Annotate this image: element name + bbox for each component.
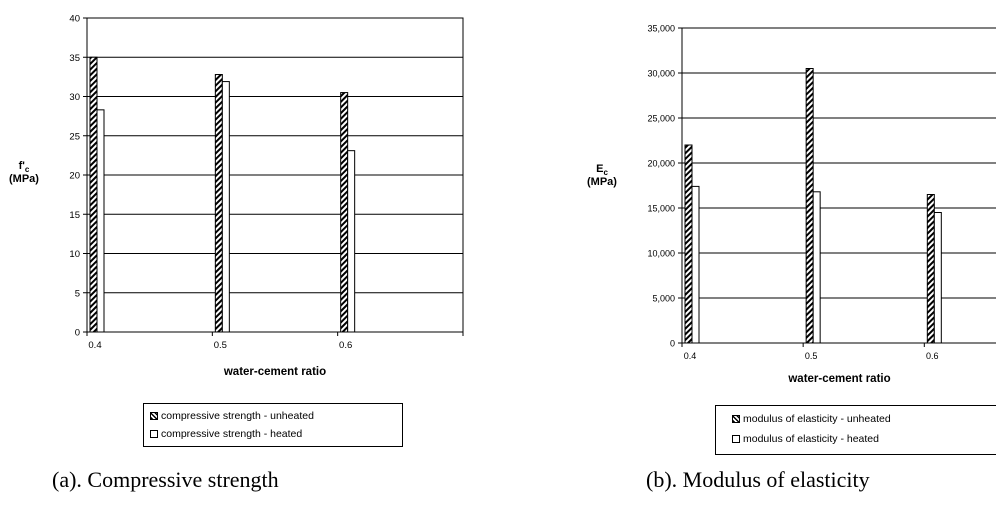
chart-a-legend-item-unheated: compressive strength - unheated <box>150 409 314 423</box>
y-tick-label: 10,000 <box>647 249 675 259</box>
chart-a-legend-item-heated: compressive strength - heated <box>150 427 302 441</box>
x-tick-label: 0.4 <box>88 340 101 351</box>
bar-heated-0.5 <box>812 191 821 344</box>
chart-b-plot: 0 5,000 10,000 15,000 20,000 25,000 30,000 35,0… <box>647 24 996 361</box>
y-tick-label: 25 <box>69 131 80 142</box>
y-tick-label: 0 <box>670 339 675 349</box>
x-tick-label: 0.5 <box>214 340 227 351</box>
white-swatch-icon <box>150 430 158 438</box>
y-tick-label: 35,000 <box>647 24 675 34</box>
chart-a-x-axis-label: water-cement ratio <box>223 366 327 378</box>
bar-unheated-0.4 <box>684 144 693 344</box>
bar-heated-0.4 <box>96 109 105 333</box>
y-tick-label: 20 <box>69 171 80 182</box>
y-tick-label: 40 <box>69 14 80 25</box>
bar-unheated-0.5 <box>805 68 814 344</box>
y-tick-label: 30 <box>69 92 80 103</box>
bar-unheated-0.6 <box>926 194 935 344</box>
chart-panel-modulus-of-elasticity: 0 5,000 10,000 15,000 20,000 25,000 30,000 35,0… <box>560 0 996 505</box>
chart-a-plot: 0 5 10 15 20 25 30 35 40 0.4 0.5 0.6 <box>69 14 464 351</box>
y-tick-label: 5 <box>75 288 80 299</box>
x-tick-label: 0.5 <box>805 351 818 361</box>
chart-b-legend-item-heated: modulus of elasticity - heated <box>732 432 879 446</box>
chart-b-legend-item-unheated: modulus of elasticity - unheated <box>732 412 891 426</box>
y-tick-label: 15 <box>69 210 80 221</box>
bar-heated-0.5 <box>221 81 230 333</box>
y-tick-label: 5,000 <box>652 294 675 304</box>
chart-b-y-axis-label: Ec (MPa) <box>587 163 617 188</box>
y-tick-label: 35 <box>69 53 80 64</box>
white-swatch-icon <box>732 435 740 443</box>
y-tick-label: 20,000 <box>647 159 675 169</box>
chart-a-legend: compressive strength - unheated compress… <box>143 403 403 447</box>
y-tick-label: 30,000 <box>647 69 675 79</box>
chart-a-y-axis-label: f'c (MPa) <box>9 160 39 185</box>
chart-b-caption: (b). Modulus of elasticity <box>646 467 870 492</box>
chart-b-legend: modulus of elasticity - unheated modulus… <box>715 405 996 455</box>
chart-b-x-axis-label: water-cement ratio <box>788 373 891 385</box>
hatched-swatch-icon <box>150 412 158 420</box>
bar-heated-0.4 <box>691 185 700 344</box>
y-tick-label: 25,000 <box>647 114 675 124</box>
y-tick-label: 15,000 <box>647 204 675 214</box>
chart-panel-compressive-strength: 0 5 10 15 20 25 30 35 40 0.4 0.5 0.6 f'c (MPa) wate… <box>0 0 470 505</box>
x-tick-label: 0.4 <box>684 351 697 361</box>
chart-a-caption: (a). Compressive strength <box>52 467 279 492</box>
y-tick-label: 10 <box>69 249 80 260</box>
bar-unheated-0.4 <box>89 56 98 333</box>
plot-area <box>681 27 996 344</box>
bar-heated-0.6 <box>933 212 942 344</box>
bar-unheated-0.5 <box>214 74 223 333</box>
y-tick-label: 0 <box>75 328 80 339</box>
x-tick-label: 0.6 <box>926 351 939 361</box>
hatched-swatch-icon <box>732 415 740 423</box>
bar-heated-0.6 <box>347 150 356 333</box>
x-tick-label: 0.6 <box>339 340 352 351</box>
bar-unheated-0.6 <box>340 92 349 333</box>
